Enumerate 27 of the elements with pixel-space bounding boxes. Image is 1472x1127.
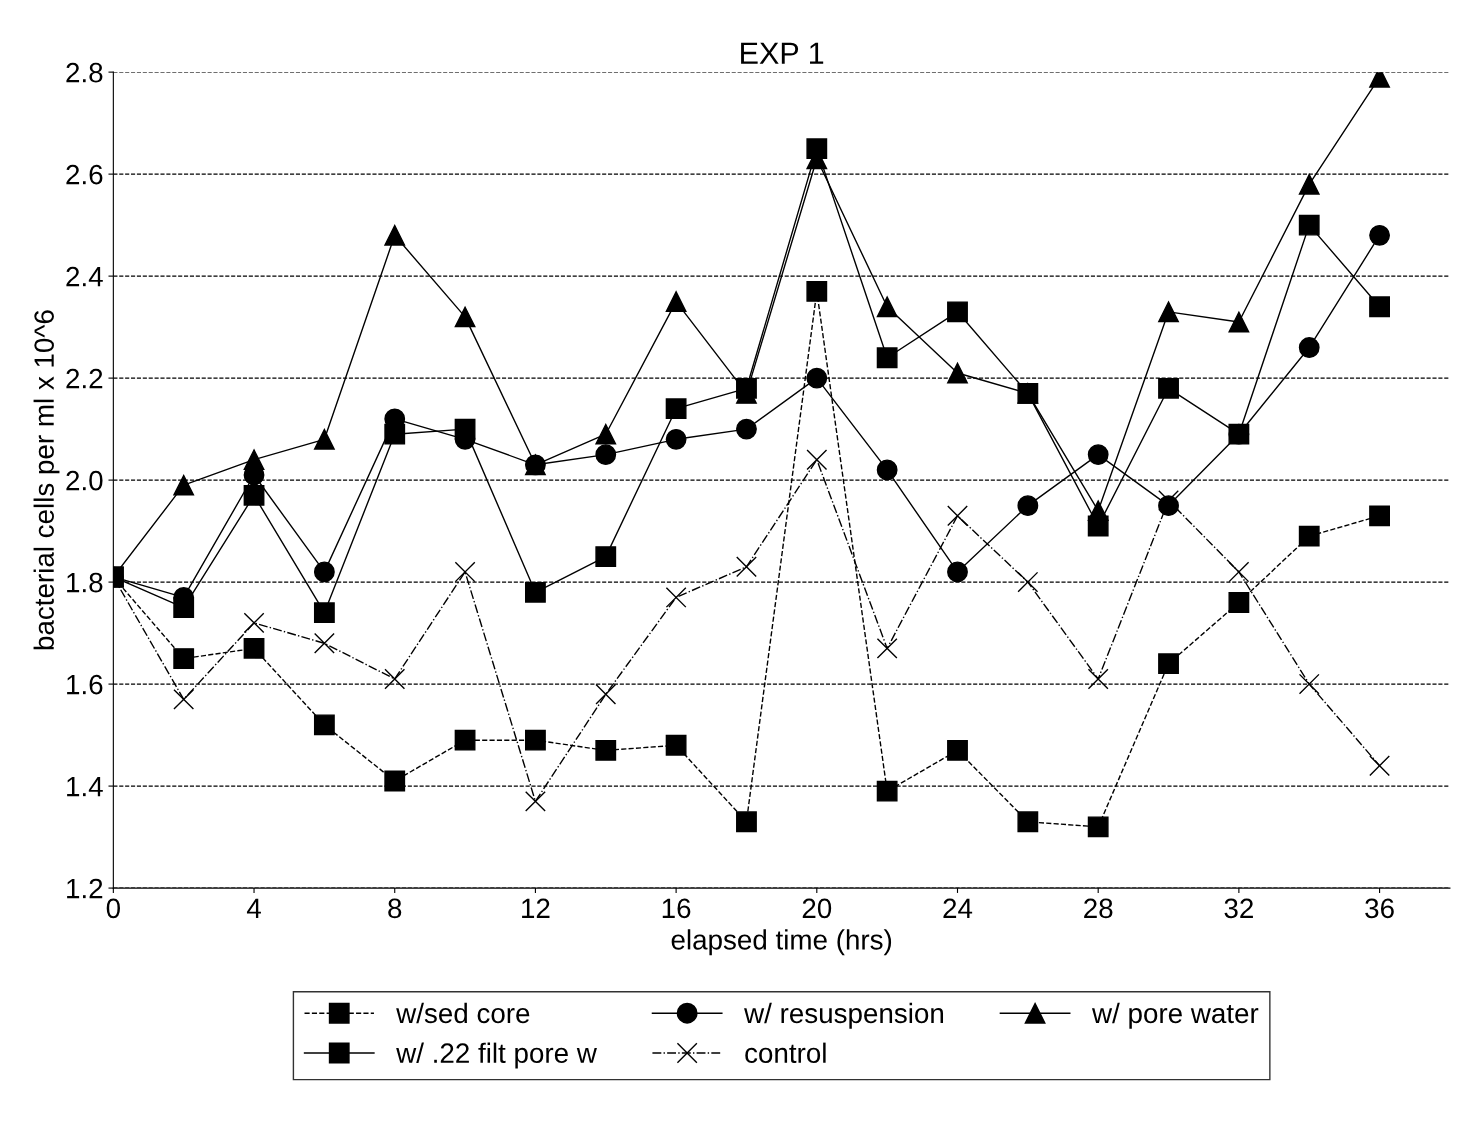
x-tick-label: 4 <box>246 898 261 918</box>
x-tick-label: 0 <box>106 898 120 919</box>
y-tick-label: 1.8 <box>67 572 103 593</box>
x-axis-title: elapsed time (hrs) <box>671 929 892 956</box>
x-tick-label: 24 <box>943 898 973 918</box>
x-tick-label: 36 <box>1365 898 1394 919</box>
x-tick-label: 20 <box>802 898 832 919</box>
x-tick-label: 32 <box>1224 898 1253 919</box>
x-tick-label: 8 <box>388 898 402 919</box>
y-axis-title: bacterial cells per ml x 10^6 <box>33 310 60 650</box>
y-tick-label: 2.6 <box>66 164 103 185</box>
legend-label: w/ resuspension <box>744 1002 944 1029</box>
y-tick-label: 2.2 <box>66 368 103 389</box>
y-tick-label: 1.2 <box>67 878 103 899</box>
y-tick-label: 2.0 <box>66 470 103 491</box>
x-tick-label: 12 <box>522 898 550 918</box>
legend-label: control <box>745 1042 826 1064</box>
y-tick-label: 1.6 <box>67 674 103 695</box>
y-tick-label: 2.8 <box>66 62 103 83</box>
legend-label: w/ .22 filt pore w <box>396 1042 597 1069</box>
x-tick-label: 28 <box>1084 898 1113 919</box>
x-tick-label: 16 <box>662 898 691 919</box>
legend-label: w/sed core <box>396 1002 530 1024</box>
y-tick-label: 1.4 <box>67 777 103 797</box>
y-tick-label: 2.4 <box>66 266 103 287</box>
chart-title: EXP 1 <box>741 42 824 64</box>
legend-label: w/ pore water <box>1091 1002 1259 1029</box>
